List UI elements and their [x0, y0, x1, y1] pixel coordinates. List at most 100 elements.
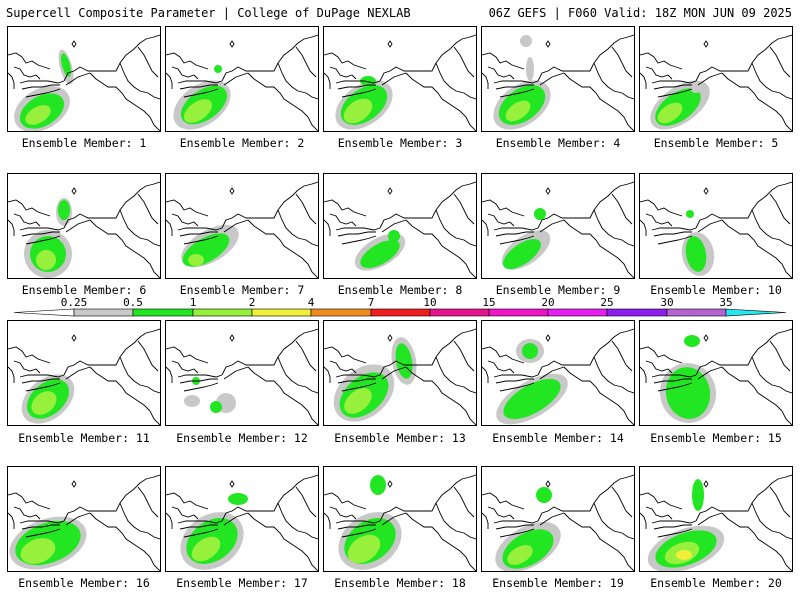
ensemble-member-label: Ensemble Member: 1 — [21, 136, 147, 150]
map-boundary — [137, 46, 159, 78]
map-boundary — [379, 328, 476, 376]
map-boundary — [769, 46, 791, 78]
map-boundary — [89, 366, 160, 425]
station-marker-icon — [703, 480, 709, 488]
map-boundary — [495, 378, 534, 384]
map-boundary — [63, 181, 160, 229]
map-boundary — [8, 346, 51, 364]
map-boundary — [751, 502, 792, 540]
ensemble-member-label: Ensemble Member: 18 — [334, 576, 466, 590]
map-boundary — [405, 512, 476, 571]
scp-contour — [395, 343, 413, 379]
map-boundary — [63, 474, 160, 522]
map-boundary — [721, 72, 792, 131]
map-boundary — [453, 193, 475, 225]
scale-segment — [547, 308, 608, 317]
map-boundary — [611, 193, 633, 225]
map-boundary — [65, 72, 91, 86]
map-boundary — [183, 88, 219, 98]
map-boundary — [381, 72, 407, 86]
station-marker-icon — [71, 187, 77, 195]
map-boundary — [381, 366, 407, 380]
map-boundary — [499, 528, 535, 538]
station-marker-icon — [545, 187, 551, 195]
station-marker-icon — [229, 480, 235, 488]
map-boundary — [341, 88, 377, 98]
map-boundary — [593, 502, 634, 540]
map-boundary — [482, 366, 489, 383]
map-boundary — [8, 72, 15, 89]
ensemble-member-label: Ensemble Member: 14 — [492, 431, 624, 445]
map-boundary — [25, 235, 61, 245]
map-boundary — [405, 366, 476, 425]
map-boundary — [166, 199, 209, 217]
map-boundary — [65, 219, 91, 233]
ensemble-member-panel — [639, 320, 793, 426]
map-boundary — [324, 52, 367, 70]
map-boundary — [769, 340, 791, 372]
station-marker-icon — [71, 40, 77, 48]
color-scale-bar — [13, 308, 787, 317]
station-marker-icon — [229, 334, 235, 342]
station-marker-icon — [703, 187, 709, 195]
map-boundary — [651, 374, 697, 378]
scp-contour — [686, 210, 694, 218]
map-boundary — [695, 474, 792, 522]
map-boundary — [19, 80, 65, 84]
scp-contour — [370, 475, 386, 495]
scale-tick-label: 4 — [307, 296, 315, 309]
forecast-map — [324, 34, 476, 131]
map-boundary — [487, 213, 515, 227]
scp-contour — [347, 534, 381, 564]
map-boundary — [119, 209, 160, 247]
scp-contour — [526, 57, 534, 81]
map-boundary — [324, 366, 331, 383]
ensemble-member-panel — [165, 173, 319, 279]
map-boundary — [482, 219, 489, 236]
scp-contour — [188, 254, 204, 266]
map-boundary — [247, 219, 318, 278]
map-boundary — [171, 360, 199, 374]
scp-contour — [58, 200, 70, 220]
map-boundary — [769, 193, 791, 225]
map-boundary — [697, 512, 723, 526]
map-boundary — [640, 346, 683, 364]
map-boundary — [171, 213, 199, 227]
scale-segment — [310, 308, 372, 317]
scp-contour — [210, 401, 222, 413]
map-boundary — [337, 84, 376, 90]
map-boundary — [8, 52, 51, 70]
scp-contour — [520, 35, 532, 47]
ensemble-member-label: Ensemble Member: 20 — [650, 576, 782, 590]
map-boundary — [379, 34, 476, 82]
ensemble-member-panel — [323, 173, 477, 279]
map-boundary — [435, 62, 476, 100]
map-boundary — [223, 72, 249, 86]
map-boundary — [13, 66, 41, 80]
scp-contour — [31, 391, 57, 415]
map-boundary — [277, 62, 318, 100]
map-boundary — [721, 512, 792, 571]
map-boundary — [657, 235, 693, 245]
station-marker-icon — [387, 187, 393, 195]
ensemble-member-panel — [323, 320, 477, 426]
map-boundary — [539, 512, 565, 526]
map-boundary — [379, 181, 476, 229]
map-boundary — [721, 219, 792, 278]
map-boundary — [295, 486, 317, 518]
map-boundary — [119, 502, 160, 540]
scp-contour — [503, 378, 561, 420]
ensemble-member-label: Ensemble Member: 19 — [492, 576, 624, 590]
map-boundary — [379, 474, 476, 522]
map-boundary — [453, 46, 475, 78]
scale-segment — [429, 308, 490, 317]
map-boundary — [324, 219, 331, 236]
map-boundary — [482, 512, 489, 529]
ensemble-member-label: Ensemble Member: 9 — [495, 283, 621, 297]
valid-time: 06Z GEFS | F060 Valid: 18Z MON JUN 09 20… — [488, 6, 792, 20]
map-boundary — [329, 506, 357, 520]
map-boundary — [277, 502, 318, 540]
scale-segment — [370, 308, 431, 317]
map-boundary — [651, 520, 697, 524]
map-boundary — [337, 524, 376, 530]
